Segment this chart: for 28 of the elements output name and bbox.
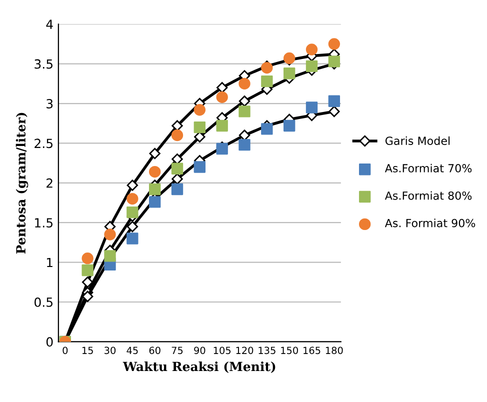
legend-label: As.Formiat 80% [384, 191, 472, 200]
y-tick-label: 4 [46, 20, 53, 29]
x-tick-label: 60 [149, 346, 160, 354]
x-tick-label: 135 [258, 346, 276, 354]
x-tick-label: 165 [304, 346, 320, 354]
x-tick-label: 150 [281, 346, 298, 354]
x-tick-label: 30 [104, 346, 116, 354]
x-tick-label: 15 [82, 346, 93, 354]
x-tick-label: 0 [62, 346, 68, 354]
x-tick-label: 75 [172, 346, 183, 354]
legend-label: Garis Model [385, 136, 450, 146]
y-tick-label: 3.5 [34, 59, 52, 69]
x-tick-label: 180 [326, 346, 343, 354]
legend-label: As. Formiat 90% [384, 218, 476, 228]
y-axis-title: Pentosa (gram/liter) [16, 112, 28, 254]
y-tick-label: 0.5 [34, 297, 52, 307]
y-tick-label: 2 [46, 178, 52, 188]
x-tick-label: 45 [126, 346, 138, 354]
x-axis-title: Waktu Reaksi (Menit) [122, 362, 276, 373]
y-tick-label: 0 [46, 337, 53, 347]
x-tick-label: 90 [194, 346, 206, 354]
x-tick-label: 120 [236, 346, 254, 354]
y-tick-label: 2.5 [34, 138, 52, 148]
y-tick-label: 3 [46, 98, 53, 108]
legend-label: As.Formiat 70% [384, 164, 472, 172]
x-tick-label: 105 [214, 346, 231, 354]
y-tick-label: 1 [47, 258, 52, 268]
y-tick-label: 1.5 [35, 218, 52, 228]
